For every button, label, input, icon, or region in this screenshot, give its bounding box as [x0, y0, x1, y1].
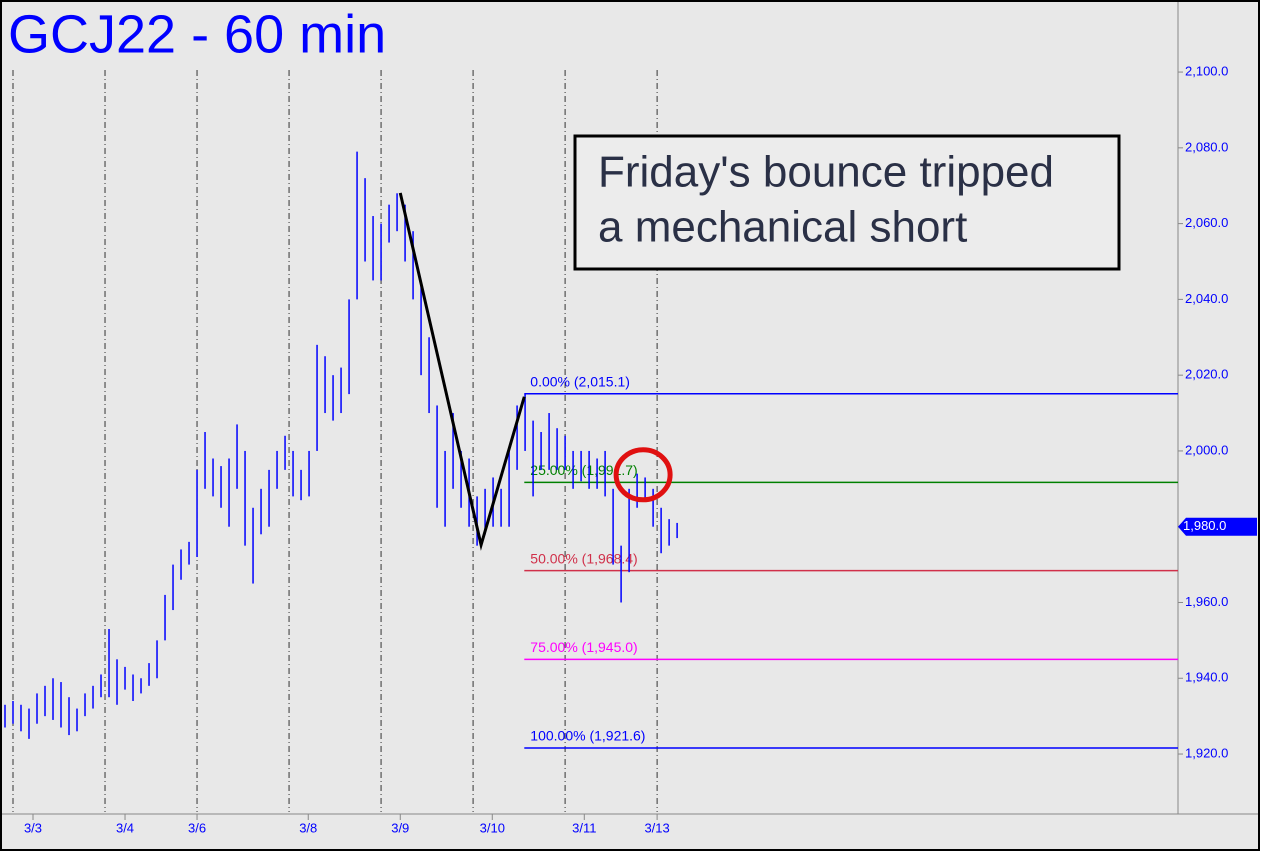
- x-tick-label: 3/10: [480, 820, 505, 835]
- y-tick-label: 1,940.0: [1185, 670, 1228, 685]
- x-tick-label: 3/6: [188, 820, 206, 835]
- x-tick-label: 3/13: [644, 820, 669, 835]
- last-price-label: 1,980.0: [1183, 518, 1226, 533]
- plot-area: 1,920.0 1,940.0 1,960.0 1,980.0 2,000.0 2,020…: [4, 63, 1257, 835]
- y-tick-label: 2,000.0: [1185, 442, 1228, 457]
- retracement-label: 75.00% (1,945.0): [530, 639, 637, 655]
- x-tick-label: 3/9: [391, 820, 409, 835]
- y-tick-label: 2,040.0: [1185, 291, 1228, 306]
- last-price-marker: [1178, 517, 1257, 536]
- y-tick-label: 2,060.0: [1185, 215, 1228, 230]
- chart-title: GCJ22 - 60 min: [8, 4, 386, 64]
- annotation: Friday's bounce tripped: [598, 148, 1054, 197]
- pattern-line: [398, 192, 526, 551]
- y-tick-label: 2,100.0: [1185, 63, 1228, 78]
- x-tick-label: 3/11: [572, 820, 596, 835]
- highlight-circle: [613, 447, 673, 503]
- retracement-label: 100.00% (1,921.6): [530, 728, 645, 744]
- retracement-label: 25.00% (1,991.7): [530, 462, 637, 478]
- retracement-label: 0.00% (2,015.1): [530, 373, 630, 389]
- annotation-box: [573, 134, 1121, 271]
- y-tick-label: 1,920.0: [1185, 745, 1228, 760]
- retracement-label: 50.00% (1,968.4): [530, 550, 637, 566]
- annotation: a mechanical short: [598, 203, 967, 252]
- y-tick-label: 2,080.0: [1185, 139, 1228, 154]
- x-tick-label: 3/4: [116, 820, 134, 835]
- x-tick-label: 3/8: [299, 820, 317, 835]
- y-tick-label: 2,020.0: [1185, 367, 1228, 382]
- y-tick-label: 1,960.0: [1185, 594, 1228, 609]
- x-tick-label: 3/3: [24, 820, 42, 835]
